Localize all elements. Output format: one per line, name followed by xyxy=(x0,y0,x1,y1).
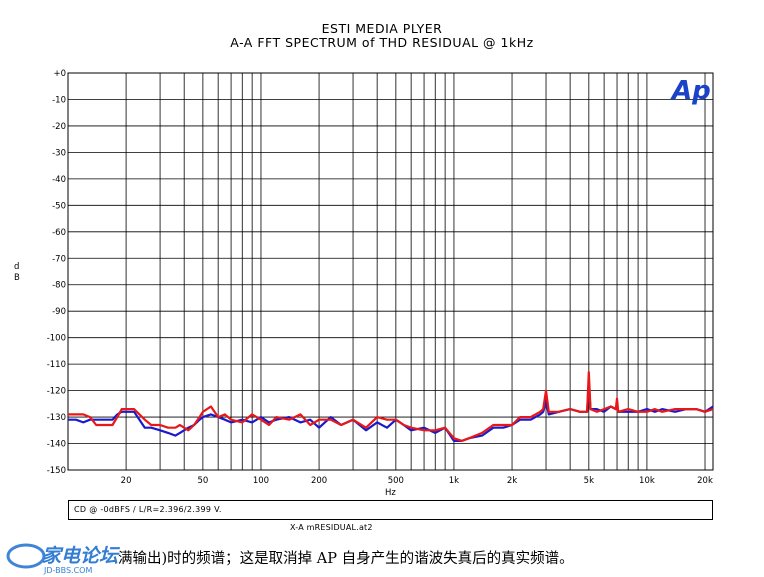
jd-bbs-watermark: 家电论坛 JD-BBS.COM xyxy=(6,543,121,575)
plot-frame xyxy=(67,72,714,471)
x-tick-label: 100 xyxy=(253,476,269,486)
x-tick-label: 5k xyxy=(584,476,594,486)
watermark-swoosh-icon xyxy=(6,543,46,569)
y-tick-label: -10 xyxy=(52,95,66,105)
watermark-url: JD-BBS.COM xyxy=(43,566,92,575)
y-axis-label-d: d xyxy=(14,262,20,272)
series-line-1 xyxy=(68,381,714,442)
y-tick-label: -150 xyxy=(47,466,66,476)
caption-text: 满输出)时的频谱；这是取消掉 AP 自身产生的谐波失真后的真实频谱。 xyxy=(118,551,574,567)
y-tick-label: -90 xyxy=(52,307,66,317)
x-tick-label: 1k xyxy=(449,476,459,486)
x-tick-label: 10k xyxy=(639,476,655,486)
y-tick-label: -140 xyxy=(47,440,66,450)
measurement-note: CD @ -0dBFS / L/R=2.396/2.399 V. xyxy=(68,500,713,520)
x-tick-label: 2k xyxy=(507,476,517,486)
y-tick-label: -20 xyxy=(52,122,66,132)
y-tick-label: -50 xyxy=(52,201,66,211)
y-tick-label: -40 xyxy=(52,175,66,185)
y-tick-label: +0 xyxy=(53,69,66,79)
x-tick-label: 500 xyxy=(388,476,404,486)
y-tick-label: -30 xyxy=(52,148,66,158)
y-tick-label: -70 xyxy=(52,254,66,264)
watermark-text: 家电论坛 xyxy=(42,545,121,567)
x-tick-label: 200 xyxy=(311,476,327,486)
y-tick-label: -110 xyxy=(47,360,66,370)
measurement-note-text: CD @ -0dBFS / L/R=2.396/2.399 V. xyxy=(74,505,222,514)
y-tick-label: -80 xyxy=(52,281,66,291)
y-axis-label-b: B xyxy=(14,273,20,283)
y-tick-label: -100 xyxy=(47,334,66,344)
y-tick-label: -120 xyxy=(47,387,66,397)
y-tick-label: -60 xyxy=(52,228,66,238)
x-axis-label: Hz xyxy=(385,488,396,498)
x-tick-label: 50 xyxy=(197,476,208,486)
chart-title: ESTI MEDIA PLYER xyxy=(321,21,443,36)
series-line-2 xyxy=(68,371,714,442)
x-tick-label: 20k xyxy=(697,476,713,486)
x-tick-label: 20 xyxy=(121,476,132,486)
file-name: X-A mRESIDUAL.at2 xyxy=(290,523,373,532)
y-tick-label: -130 xyxy=(47,413,66,423)
ap-logo: Ap xyxy=(670,76,711,106)
chart-subtitle: A-A FFT SPECTRUM of THD RESIDUAL @ 1kHz xyxy=(230,35,534,50)
